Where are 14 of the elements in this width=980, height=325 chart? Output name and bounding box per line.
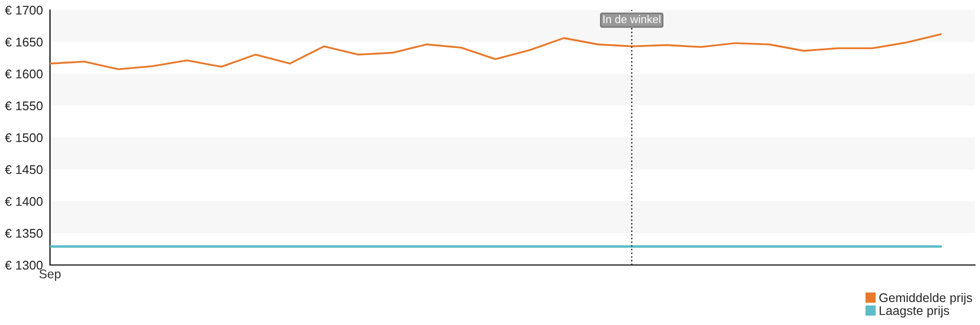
y-tick-label: € 1550 (4, 101, 43, 110)
y-tick-label: € 1600 (4, 70, 43, 78)
y-tick-label: € 1300 (4, 260, 43, 270)
legend-label: Laagste prijs (880, 306, 950, 318)
y-tick-label: € 1350 (4, 228, 43, 238)
annotation: In de winkel (603, 15, 660, 24)
line-series (50, 33, 942, 70)
y-tick-label: € 1700 (4, 6, 43, 15)
y-tick-label: € 1400 (4, 197, 43, 206)
legend-label: Gemiddelde prijs (879, 292, 972, 305)
y-tick-label: € 1500 (4, 133, 43, 142)
y-tick-label: € 1650 (4, 38, 43, 47)
y-tick-label: € 1450 (4, 165, 43, 174)
x-tick-label: Sep (39, 269, 61, 281)
